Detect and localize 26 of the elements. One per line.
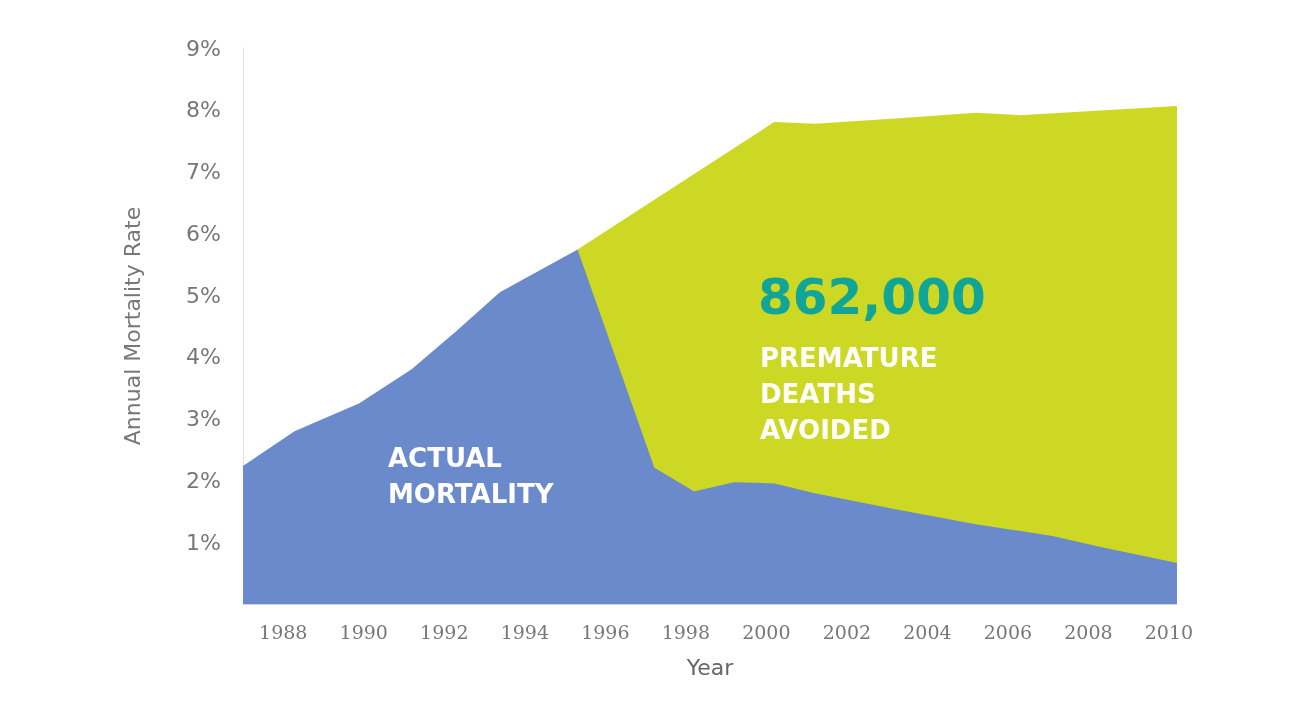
x-tick-label: 1990	[339, 620, 388, 643]
x-tick-label: 1992	[420, 620, 469, 643]
x-axis-title: Year	[685, 654, 735, 680]
x-tick-label: 2006	[983, 620, 1033, 643]
y-tick-label: 2%	[186, 467, 221, 493]
y-tick-label: 1%	[186, 529, 221, 555]
annotation: 862,000	[758, 268, 986, 326]
x-tick-label: 2010	[1144, 620, 1194, 643]
y-tick-label: 7%	[186, 159, 221, 185]
series-label: ACTUAL MORTALITY	[388, 443, 555, 509]
x-tick-label: 2002	[822, 620, 872, 643]
x-tick-label: 1996	[581, 620, 630, 643]
x-tick-label: 1998	[661, 620, 711, 643]
y-tick-label: 3%	[186, 406, 221, 432]
y-tick-label: 8%	[186, 97, 221, 123]
x-tick-label: 2000	[742, 620, 791, 643]
y-axis-title: Annual Mortality Rate	[119, 206, 145, 446]
y-tick-label: 9%	[186, 35, 221, 61]
x-tick-label: 1988	[259, 620, 308, 643]
y-tick-label: 4%	[186, 344, 221, 370]
series-label: PREMATURE DEATHS AVOIDED	[760, 343, 938, 445]
x-tick-label: 1994	[500, 620, 549, 643]
x-tick-label: 2008	[1064, 620, 1113, 643]
x-tick-label: 2004	[903, 620, 952, 643]
y-tick-label: 6%	[186, 220, 221, 246]
y-tick-label: 5%	[186, 282, 221, 308]
